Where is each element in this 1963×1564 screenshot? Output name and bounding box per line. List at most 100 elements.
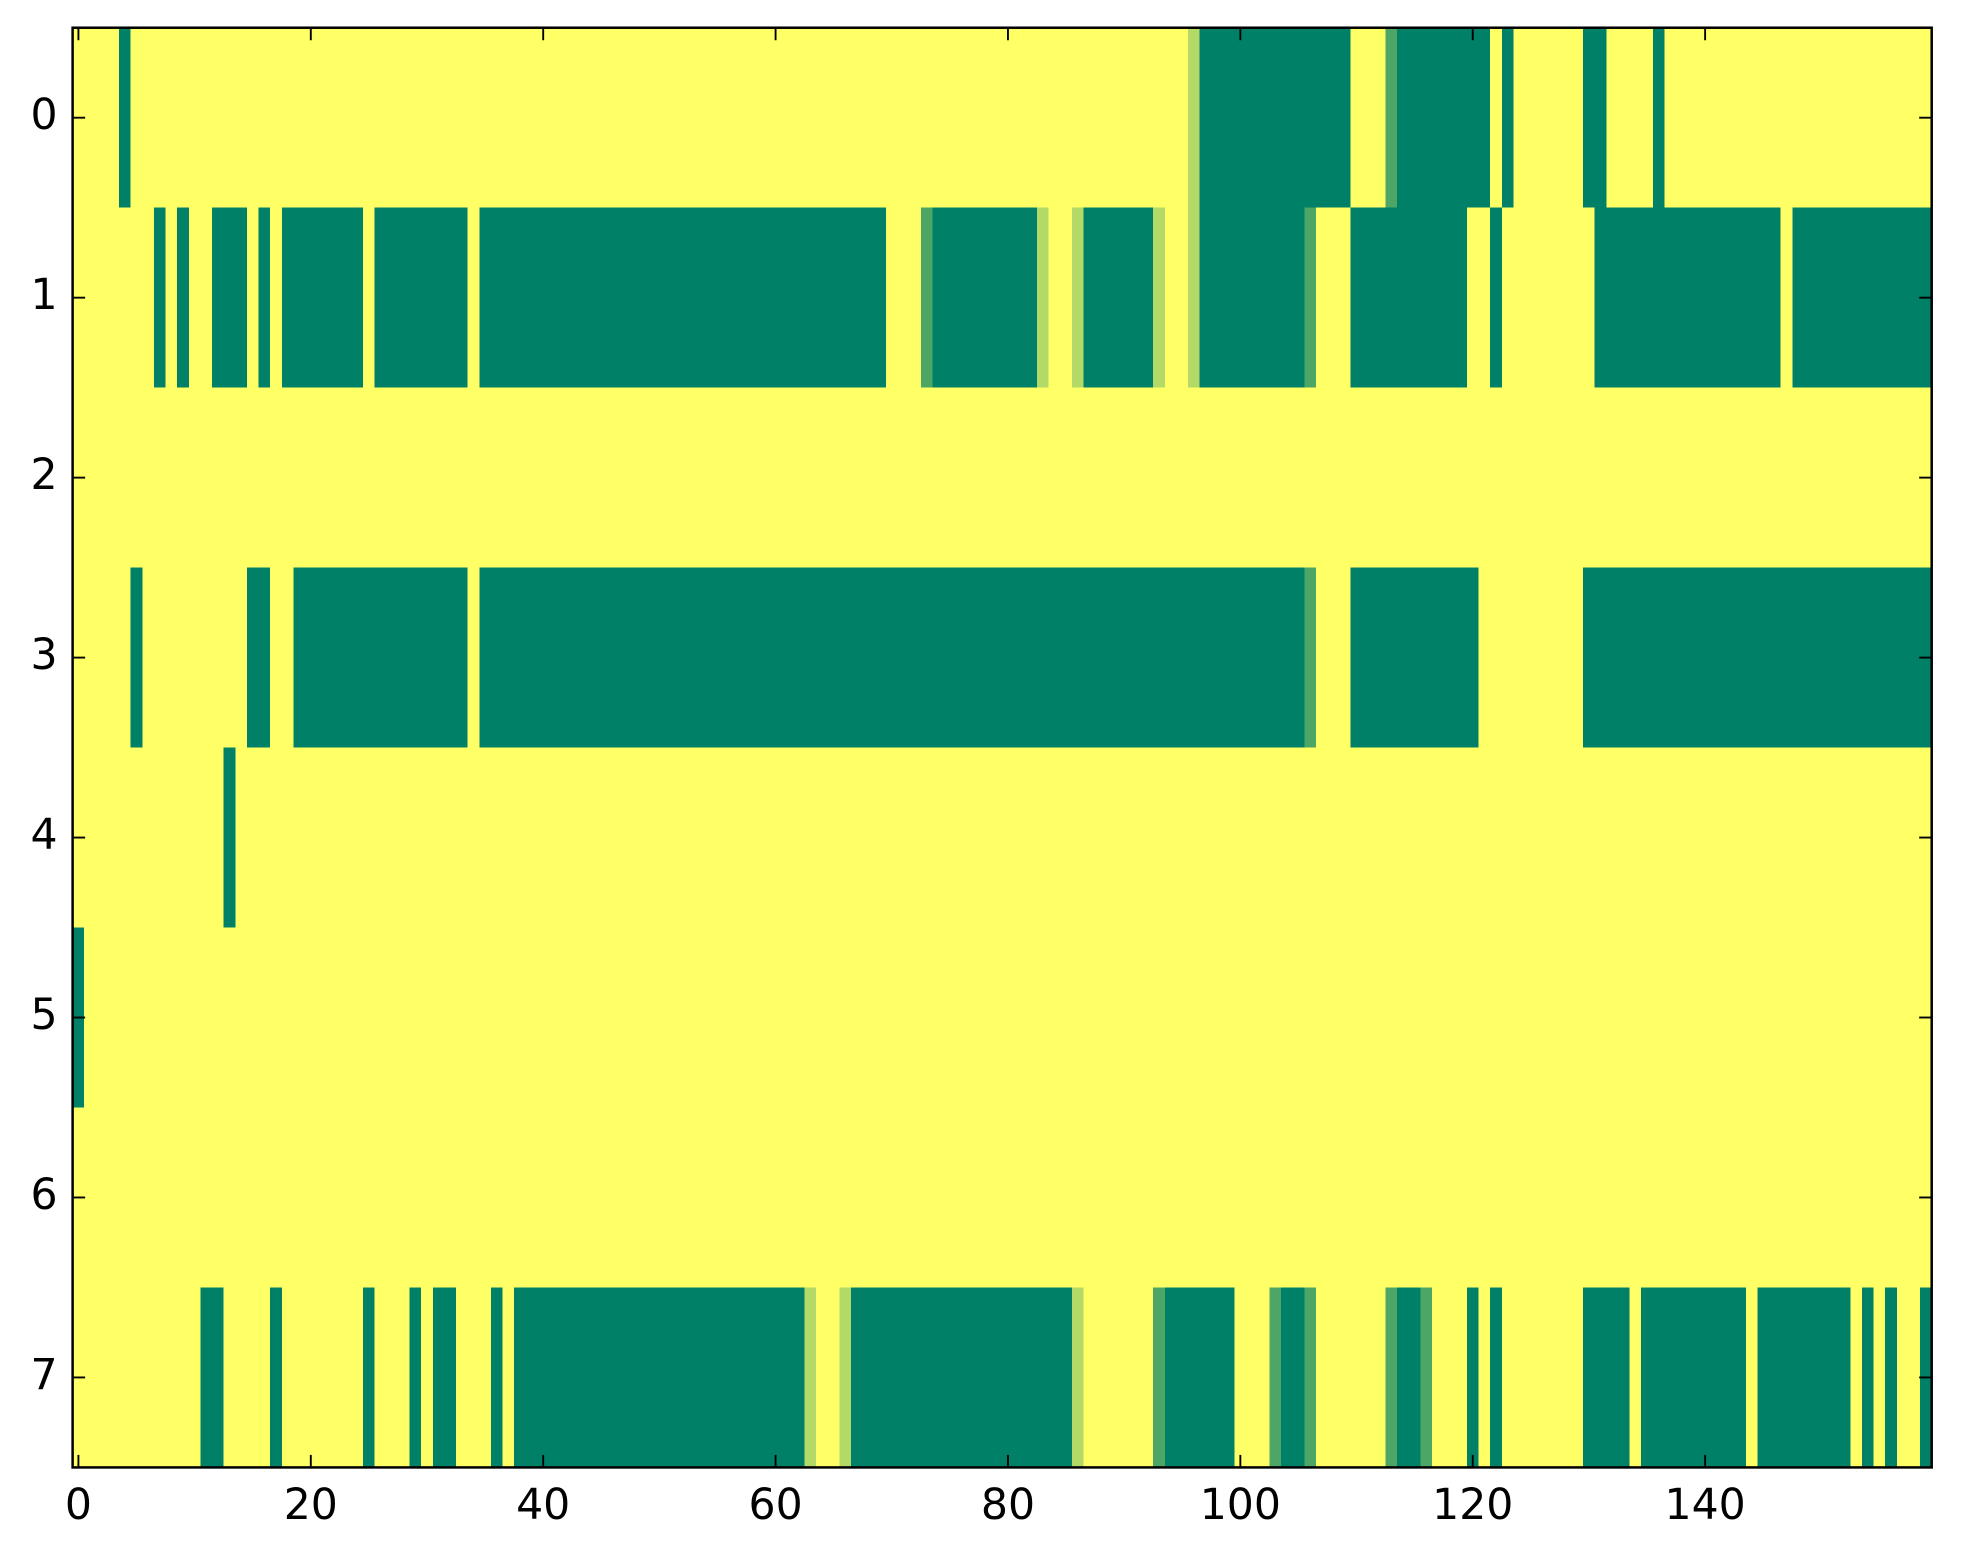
cell <box>1141 927 1154 1108</box>
cell <box>839 567 852 749</box>
cell <box>84 27 97 209</box>
cell <box>1745 747 1758 929</box>
cell <box>967 207 980 389</box>
cell <box>223 387 236 569</box>
cell <box>618 747 631 929</box>
cell <box>1106 207 1119 389</box>
cell <box>978 567 992 749</box>
cell <box>955 27 968 209</box>
cell <box>1071 567 1084 749</box>
cell <box>734 747 748 929</box>
cell <box>549 27 562 209</box>
cell <box>734 1107 748 1288</box>
cell <box>1827 1107 1840 1288</box>
cell <box>1513 927 1526 1108</box>
cell <box>909 1107 922 1288</box>
cell <box>1548 27 1561 209</box>
cell <box>339 1287 352 1468</box>
cell <box>1420 27 1433 209</box>
cell <box>734 387 748 569</box>
cell <box>827 1287 840 1468</box>
cell <box>1908 207 1921 389</box>
cell <box>990 1287 1003 1468</box>
cell <box>758 927 771 1108</box>
cell <box>1525 387 1538 569</box>
cell <box>421 567 434 749</box>
cell <box>793 387 806 569</box>
cell <box>1838 1107 1851 1288</box>
cell <box>1571 27 1584 209</box>
cell <box>874 207 887 389</box>
cell <box>246 387 260 569</box>
cell <box>769 1107 782 1288</box>
cell <box>444 567 457 749</box>
cell <box>1629 567 1642 749</box>
cell <box>444 27 457 209</box>
cell <box>444 387 457 569</box>
cell <box>1757 567 1770 749</box>
cell <box>1269 927 1282 1108</box>
cell <box>351 387 364 569</box>
cell <box>1002 1107 1015 1288</box>
cell <box>1769 747 1782 929</box>
cell <box>1687 567 1700 749</box>
y-tick-label: 4 <box>31 810 58 860</box>
cell <box>304 1287 318 1468</box>
cell <box>944 747 957 929</box>
cell <box>467 27 480 209</box>
cell <box>1536 207 1549 389</box>
cell <box>978 1107 992 1288</box>
cell <box>1594 747 1607 929</box>
cell <box>212 567 225 749</box>
cell <box>1792 387 1805 569</box>
cell <box>723 567 736 749</box>
cell <box>560 207 573 389</box>
cell <box>1803 927 1817 1108</box>
cell <box>711 747 724 929</box>
cell <box>1757 1287 1770 1468</box>
cell <box>862 207 875 389</box>
cell <box>1734 747 1747 929</box>
cell <box>456 927 469 1108</box>
cell <box>572 927 585 1108</box>
cell <box>1803 27 1817 209</box>
cell <box>1652 27 1665 209</box>
cell <box>1037 1287 1050 1468</box>
cell <box>1803 207 1817 389</box>
cell <box>978 207 992 389</box>
cell <box>1385 567 1398 749</box>
cell <box>641 207 655 389</box>
cell <box>1827 927 1840 1108</box>
cell <box>897 747 910 929</box>
cell <box>1164 747 1177 929</box>
cell <box>1339 567 1352 749</box>
cell <box>84 387 97 569</box>
cell <box>1827 567 1840 749</box>
cell <box>1803 1287 1817 1468</box>
cell <box>1583 1287 1596 1468</box>
cell <box>502 387 515 569</box>
cell <box>1536 1287 1549 1468</box>
cell <box>351 1287 364 1468</box>
cell <box>119 567 132 749</box>
cell <box>188 1107 201 1288</box>
cell <box>1478 27 1491 209</box>
cell <box>1734 1107 1747 1288</box>
cell <box>1664 747 1677 929</box>
cell <box>456 567 469 749</box>
cell <box>456 207 469 389</box>
cell <box>246 27 260 209</box>
cell <box>1246 747 1259 929</box>
cell <box>537 567 550 749</box>
cell <box>339 207 352 389</box>
cell <box>351 747 364 929</box>
cell <box>1106 27 1119 209</box>
cell <box>107 567 120 749</box>
cell <box>978 747 992 929</box>
cell <box>1583 207 1596 389</box>
cell <box>514 927 527 1108</box>
cell <box>1722 1287 1735 1468</box>
cell <box>1687 387 1700 569</box>
y-tick-label: 1 <box>31 270 58 320</box>
cell <box>1861 387 1875 569</box>
